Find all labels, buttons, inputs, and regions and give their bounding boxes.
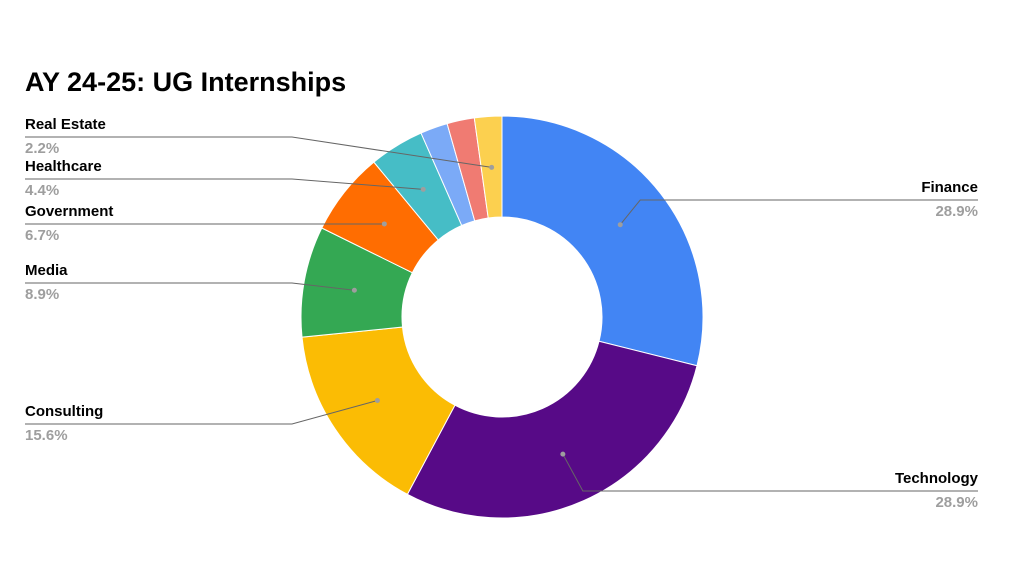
leader-line bbox=[25, 282, 355, 291]
slice-value-label: 2.2% bbox=[25, 140, 59, 157]
leader-line bbox=[25, 178, 424, 190]
slice-label: Healthcare bbox=[25, 158, 102, 175]
chart-title: AY 24-25: UG Internships bbox=[25, 67, 346, 97]
slice-value-label: 8.9% bbox=[25, 286, 59, 303]
leader-dot bbox=[381, 221, 387, 227]
pie-slice bbox=[301, 326, 456, 496]
leader-dot bbox=[420, 186, 426, 192]
slice-value-label: 6.7% bbox=[25, 227, 59, 244]
leader-dot bbox=[351, 287, 357, 293]
slice-value-label: 15.6% bbox=[25, 427, 68, 444]
leader-dot bbox=[374, 398, 380, 404]
slice-label: Media bbox=[25, 262, 68, 279]
leader-line bbox=[562, 453, 978, 492]
slice-value-label: 4.4% bbox=[25, 182, 59, 199]
leader-line bbox=[25, 400, 378, 425]
pie-slice bbox=[406, 340, 698, 519]
slice-value-label: 28.9% bbox=[935, 203, 978, 220]
slice-label: Consulting bbox=[25, 403, 103, 420]
slice-label: Real Estate bbox=[25, 116, 106, 133]
slice-label: Finance bbox=[921, 179, 978, 196]
leader-dot bbox=[560, 451, 566, 457]
leader-line bbox=[619, 199, 978, 226]
leader-dot bbox=[617, 222, 623, 228]
slice-label: Technology bbox=[895, 470, 979, 487]
leader-line bbox=[25, 136, 492, 168]
slice-value-label: 28.9% bbox=[935, 494, 978, 511]
slice-label: Government bbox=[25, 203, 113, 220]
leader-dot bbox=[489, 164, 495, 170]
pie-slice bbox=[501, 115, 704, 367]
